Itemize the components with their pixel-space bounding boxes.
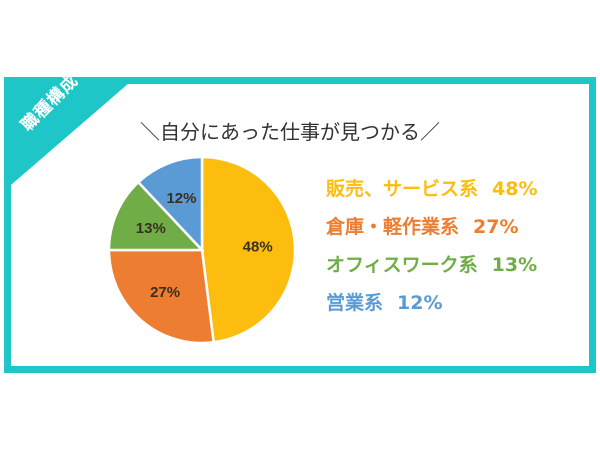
legend-value: 48% (492, 178, 538, 200)
pie-slice-2 (107, 180, 205, 252)
legend-name: 営業系 (326, 292, 384, 314)
pie-slice-1 (107, 248, 216, 345)
chart-title: ＼自分にあった仕事が見つかる／ (140, 120, 440, 144)
pie-slice-3 (136, 155, 204, 254)
legend-item-3: 営業系 12% (326, 286, 538, 324)
pie-slice-0 (200, 155, 297, 344)
chart-frame (4, 77, 596, 373)
slice-label-1: 27% (150, 284, 180, 301)
legend: 販売、サービス系 48% 倉庫・軽作業系 27% オフィスワーク系 13% 営業系 12% (326, 172, 538, 324)
legend-item-0: 販売、サービス系 48% (326, 172, 538, 210)
legend-item-2: オフィスワーク系 13% (326, 248, 538, 286)
legend-name: 倉庫・軽作業系 (326, 216, 460, 238)
legend-name: 販売、サービス系 (326, 178, 479, 200)
legend-name: オフィスワーク系 (326, 254, 478, 276)
corner-ribbon (4, 77, 136, 191)
legend-item-1: 倉庫・軽作業系 27% (326, 210, 538, 248)
slice-label-3: 12% (166, 190, 196, 207)
legend-value: 27% (473, 216, 519, 238)
slice-label-0: 48% (243, 238, 273, 255)
legend-value: 12% (397, 292, 443, 314)
slice-label-2: 13% (136, 220, 166, 237)
legend-value: 13% (491, 254, 538, 276)
